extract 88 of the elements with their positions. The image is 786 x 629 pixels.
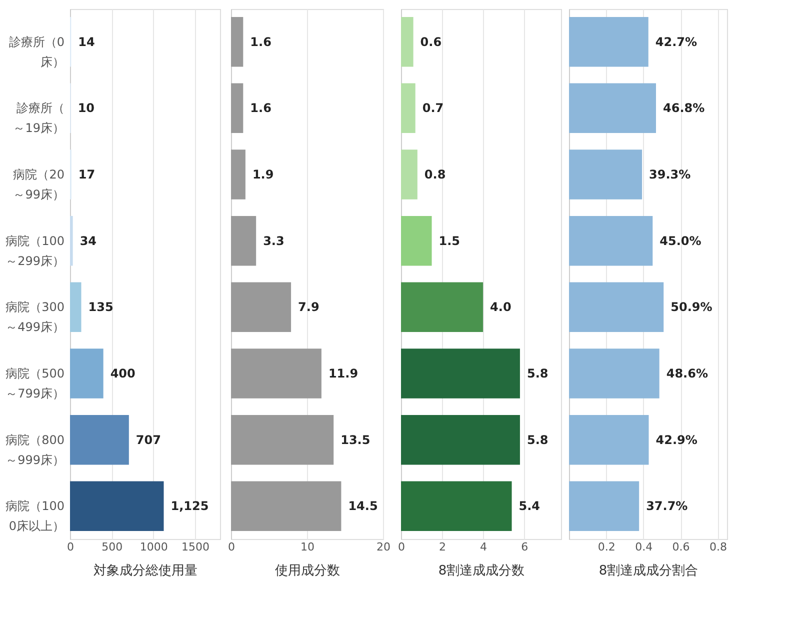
- y-tick-label: 病院（300～499床）: [6, 300, 64, 334]
- x-axis-title: 使用成分数: [275, 564, 340, 578]
- x-tick-label: 0.4: [635, 540, 653, 554]
- bar: [401, 16, 414, 67]
- bar: [70, 481, 164, 532]
- x-tick-label: 4: [480, 540, 488, 554]
- bar: [231, 150, 246, 200]
- data-label: 17: [78, 168, 96, 182]
- bar: [401, 150, 418, 200]
- bar: [569, 414, 649, 465]
- bar: [569, 83, 656, 134]
- data-label: 0.6: [420, 34, 442, 49]
- data-label: 0.7: [422, 101, 444, 116]
- y-tick-label: 診療所（0床）: [8, 34, 64, 69]
- bar: [70, 348, 104, 398]
- x-tick-label: 0.8: [709, 540, 727, 554]
- bar: [231, 282, 292, 332]
- data-label: 1.9: [252, 168, 274, 182]
- data-label: 14: [78, 34, 95, 49]
- data-label: 400: [110, 366, 136, 380]
- bar: [401, 216, 432, 266]
- bar: [231, 216, 256, 266]
- bar: [70, 414, 129, 465]
- data-label: 34: [80, 234, 97, 248]
- bar: [569, 348, 660, 398]
- data-label: 10: [78, 101, 95, 116]
- y-tick-label: 病院（20～99床）: [13, 168, 64, 202]
- data-label: 1.5: [438, 234, 460, 248]
- bar: [231, 414, 334, 465]
- data-label: 48.6%: [666, 366, 708, 380]
- data-label: 42.9%: [656, 432, 698, 447]
- data-label: 0.8: [424, 168, 446, 182]
- x-tick-label: 2: [439, 540, 446, 554]
- x-tick-label: 500: [102, 540, 123, 554]
- data-label: 1.6: [250, 34, 272, 49]
- y-tick-label: 病院（100～299床）: [6, 234, 64, 268]
- bar: [401, 414, 520, 465]
- bar: [401, 481, 512, 532]
- data-label: 1,125: [170, 499, 209, 514]
- data-label: 14.5: [348, 499, 378, 514]
- x-tick-label: 20: [376, 540, 390, 554]
- x-axis-title: 8割達成成分数: [438, 564, 525, 578]
- bar: [231, 16, 244, 67]
- x-tick-label: 0: [228, 540, 235, 554]
- data-label: 135: [88, 300, 114, 314]
- y-tick-label: 病院（1000床以上）: [6, 499, 64, 534]
- data-label: 5.4: [518, 499, 540, 514]
- bar: [569, 150, 642, 200]
- data-label: 5.8: [526, 366, 548, 380]
- data-label: 707: [136, 432, 161, 447]
- y-tick-label: 病院（800～999床）: [6, 432, 64, 467]
- bar: [70, 216, 73, 266]
- data-label: 39.3%: [649, 168, 691, 182]
- x-tick-label: 0.6: [672, 540, 690, 554]
- data-label: 42.7%: [655, 34, 698, 49]
- data-label: 7.9: [298, 300, 320, 314]
- x-tick-label: 0: [398, 540, 405, 554]
- data-label: 13.5: [340, 432, 370, 447]
- x-axis-title: 8割達成成分割合: [598, 564, 698, 578]
- bar: [401, 282, 484, 332]
- bar: [401, 348, 520, 398]
- bar: [231, 83, 244, 134]
- bar: [231, 348, 322, 398]
- data-label: 11.9: [328, 366, 358, 380]
- x-tick-label: 6: [521, 540, 528, 554]
- bar: [231, 481, 342, 532]
- data-label: 46.8%: [662, 101, 705, 116]
- bar: [70, 282, 82, 332]
- x-axis-title: 対象成分総使用量: [94, 562, 198, 578]
- bar: [401, 83, 416, 134]
- x-tick-label: 1000: [140, 540, 168, 554]
- data-label: 5.8: [526, 432, 548, 447]
- y-tick-label: 診療所（～19床）: [13, 101, 64, 136]
- data-label: 4.0: [490, 300, 512, 314]
- data-label: 50.9%: [670, 300, 712, 314]
- x-tick-label: 0: [67, 540, 74, 554]
- bar: [569, 481, 640, 532]
- y-tick-label: 病院（500～799床）: [6, 366, 64, 400]
- x-tick-label: 0.2: [598, 540, 616, 554]
- bar: [569, 282, 664, 332]
- bar: [569, 16, 648, 67]
- x-tick-label: 1500: [182, 540, 210, 554]
- data-label: 3.3: [263, 234, 284, 248]
- x-tick-label: 10: [300, 540, 314, 554]
- bar: [569, 216, 653, 266]
- data-label: 45.0%: [660, 234, 702, 248]
- data-label: 1.6: [250, 101, 272, 116]
- data-label: 37.7%: [646, 499, 688, 514]
